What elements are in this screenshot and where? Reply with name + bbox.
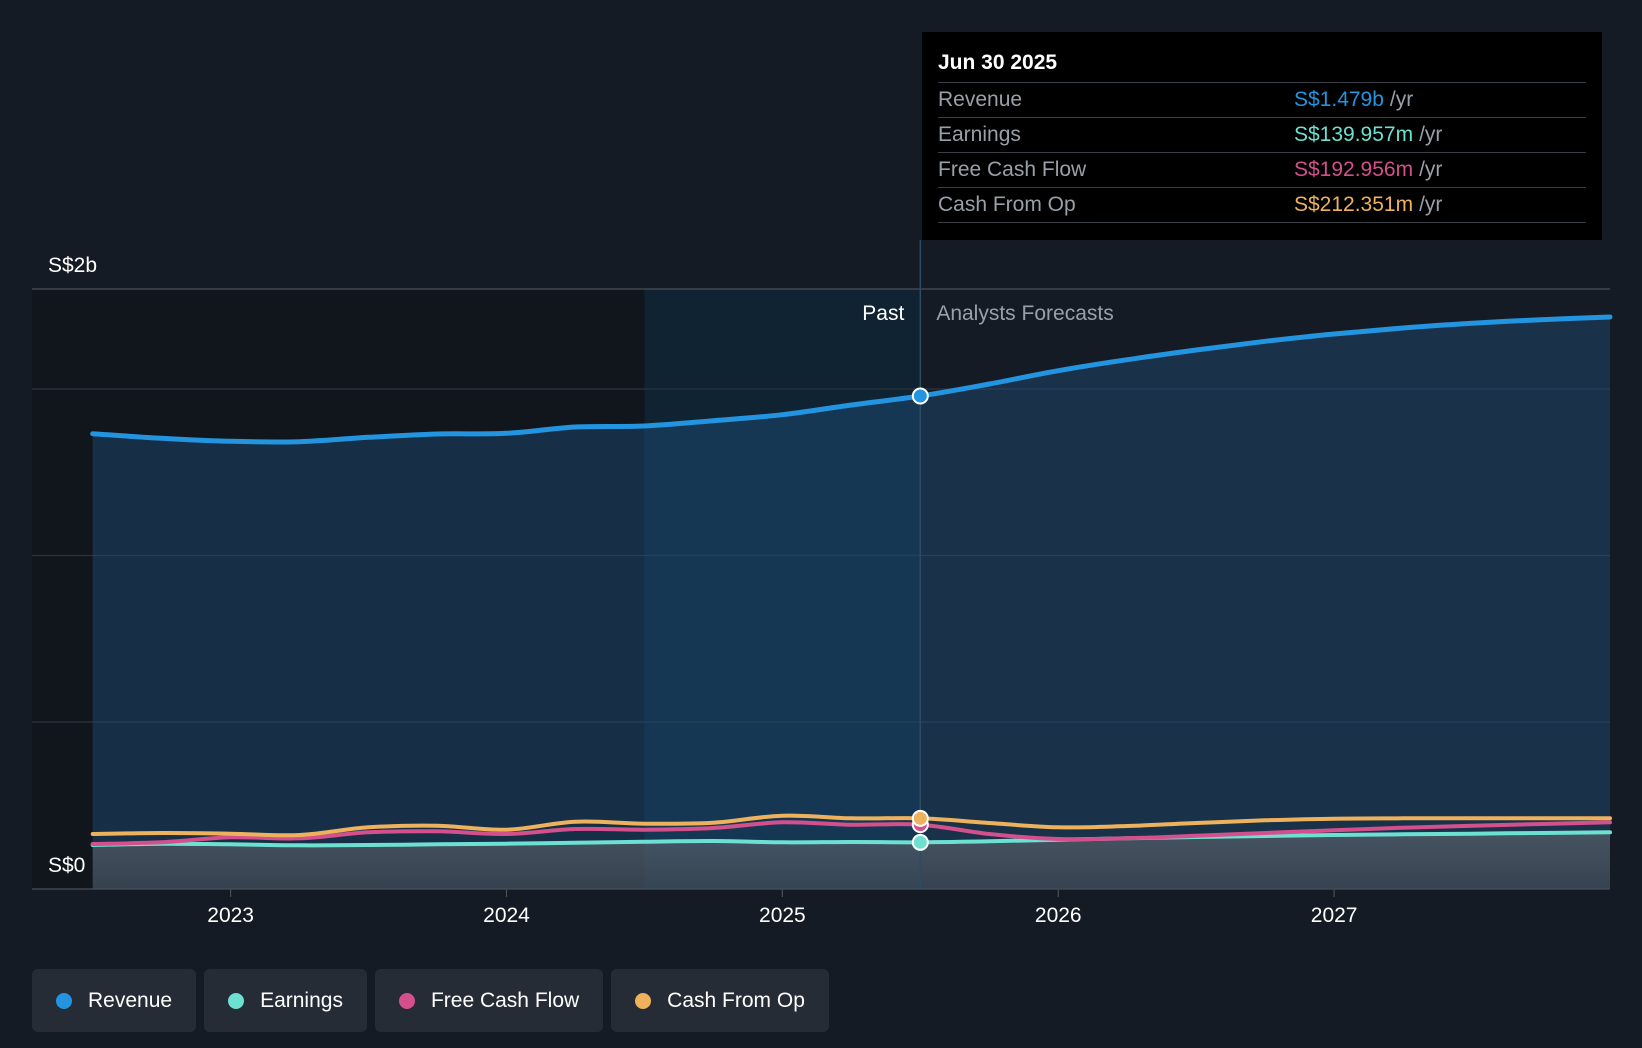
legend-dot-icon <box>228 992 245 1009</box>
legend-dot-icon <box>398 992 415 1009</box>
legend-label: Cash From Op <box>667 988 805 1012</box>
axis-labels: S$2b S$0 <box>48 254 97 877</box>
tooltip-row-free-cash-flow: Free Cash Flow S$192.956m /yr <box>938 153 1586 188</box>
series-lines <box>90 314 1613 848</box>
data-tooltip: Jun 30 2025 Revenue S$1.479b /yr Earning… <box>922 32 1602 240</box>
tooltip-date: Jun 30 2025 <box>938 46 1586 83</box>
legend-label: Revenue <box>88 988 173 1012</box>
tooltip-value: S$139.957m <box>1294 123 1414 146</box>
legend-dot-icon <box>635 992 652 1009</box>
x-tick-label: 2027 <box>1311 904 1358 927</box>
tooltip-value: S$192.956m <box>1294 158 1414 181</box>
revenue-area <box>92 317 1611 889</box>
legend-item-cash-from-op[interactable]: Cash From Op <box>611 969 829 1032</box>
legend-item-earnings[interactable]: Earnings <box>204 969 367 1032</box>
cash-from-op-marker <box>911 809 929 827</box>
revenue-marker <box>911 387 929 405</box>
tooltip-unit: /yr <box>1419 158 1443 181</box>
cash-from-op-line <box>90 813 1612 838</box>
y-tick-label-bottom: S$0 <box>48 854 85 877</box>
x-axis-ticks: 2023 2024 2025 2026 2027 <box>207 889 1357 927</box>
tooltip-row-earnings: Earnings S$139.957m /yr <box>938 118 1586 153</box>
tooltip-value: S$1.479b <box>1294 88 1384 111</box>
tooltip-row-revenue: Revenue S$1.479b /yr <box>938 83 1586 118</box>
x-tick-label: 2023 <box>207 904 254 927</box>
legend-item-free-cash-flow[interactable]: Free Cash Flow <box>374 969 604 1032</box>
tooltip-label: Free Cash Flow <box>938 158 1087 181</box>
past-label: Past <box>862 302 904 325</box>
tooltip-label: Earnings <box>938 123 1021 146</box>
x-tick-label: 2026 <box>1035 904 1082 927</box>
legend-label: Free Cash Flow <box>430 988 580 1012</box>
tooltip-markers <box>911 387 929 851</box>
revenue-line <box>90 314 1613 445</box>
forecast-label: Analysts Forecasts <box>936 302 1113 325</box>
legend-dot-icon <box>56 992 72 1009</box>
tooltip-row-cash-from-op: Cash From Op S$212.351m /yr <box>938 188 1586 223</box>
earnings-marker <box>911 833 929 851</box>
tooltip-unit: /yr <box>1419 123 1443 146</box>
y-tick-label-top: S$2b <box>48 254 97 277</box>
legend-item-revenue[interactable]: Revenue <box>32 969 197 1032</box>
tooltip-label: Cash From Op <box>938 193 1076 216</box>
tooltip-value: S$212.351m <box>1294 193 1414 216</box>
tooltip-unit: /yr <box>1389 88 1414 111</box>
x-tick-label: 2024 <box>483 904 530 927</box>
earnings-area <box>92 832 1611 889</box>
x-tick-label: 2025 <box>759 904 806 927</box>
legend-label: Earnings <box>260 988 343 1012</box>
tooltip-label: Revenue <box>938 88 1023 111</box>
chart-legend: Revenue Earnings Free Cash Flow Cash Fro… <box>32 969 829 1032</box>
tooltip-unit: /yr <box>1419 193 1443 216</box>
earnings-line <box>90 830 1612 848</box>
free-cash-flow-line <box>90 820 1612 846</box>
